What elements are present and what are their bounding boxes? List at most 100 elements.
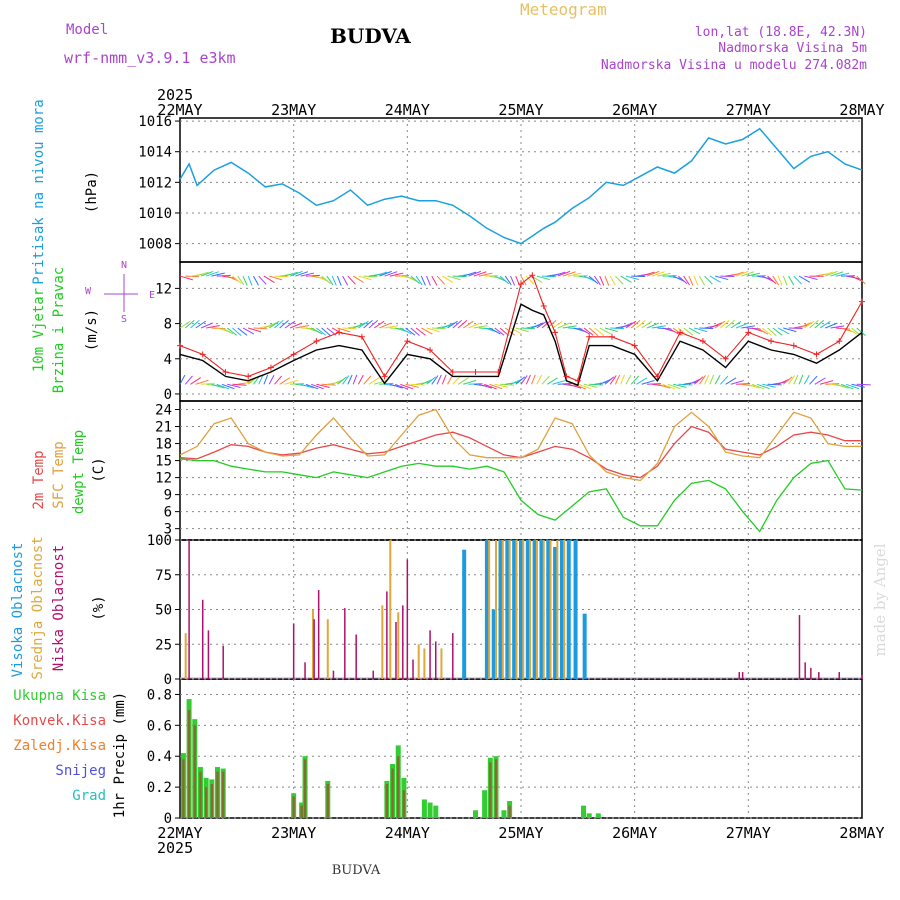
- wind-arrow: [667, 383, 681, 390]
- wind-arrow: [426, 275, 431, 286]
- wind-arrow: [657, 272, 671, 277]
- wind-arrow: [520, 327, 535, 330]
- x-tick-top-23MAY: 23MAY: [271, 101, 316, 119]
- precip-bar: [501, 810, 507, 818]
- wind-dir-n: N: [121, 260, 127, 271]
- wind-arrow: [295, 271, 309, 277]
- wind-arrow: [693, 376, 704, 385]
- precip-ytick-0.4: 0.4: [147, 749, 172, 765]
- precip-bar: [300, 805, 303, 818]
- wind-arrow: [499, 275, 510, 285]
- wind-arrow: [379, 270, 392, 277]
- precip-legend-3: Snijeg: [55, 763, 106, 779]
- wind-arrow: [578, 275, 593, 280]
- precip-bar: [210, 784, 214, 818]
- wind-arrow: [284, 320, 296, 329]
- x-tick-bottom-25MAY: 25MAY: [498, 824, 543, 842]
- wind-gust-marker: [859, 298, 865, 305]
- wind-arrow: [777, 275, 783, 286]
- lonlat-label: lon,lat (18.8E, 42.3N): [695, 25, 867, 40]
- wind-arrow: [756, 327, 769, 335]
- wind-arrow: [300, 272, 315, 277]
- wind-arrow: [730, 320, 742, 329]
- wind-arrow: [179, 320, 191, 329]
- wind-gust-marker: [290, 351, 297, 358]
- wind-arrow: [562, 271, 576, 277]
- wind-arrow: [856, 275, 866, 285]
- cloud-bar: [304, 662, 306, 679]
- pressure-ytick-1010: 1010: [138, 206, 172, 222]
- wind-arrow: [436, 325, 451, 329]
- wind-arrow: [300, 383, 314, 389]
- wind-arrow: [352, 322, 366, 329]
- wind-arrow: [247, 275, 253, 286]
- wind-arrow: [463, 320, 474, 329]
- wind-arrow: [698, 275, 706, 286]
- wind-gust-marker: [552, 329, 559, 336]
- x-tick-bottom-24MAY: 24MAY: [385, 824, 430, 842]
- wind-gust-marker: [836, 338, 843, 345]
- wind-arrow: [284, 271, 298, 277]
- wind-arrow: [447, 374, 453, 385]
- cloud-bar: [222, 645, 224, 679]
- wind-arrow: [719, 375, 729, 385]
- wind-ytick-8: 8: [164, 317, 172, 333]
- wind-arrow: [636, 320, 646, 329]
- precip-legend-1: Konvek.Kisa: [13, 713, 106, 729]
- wind-arrow: [856, 383, 871, 386]
- wind-arrow: [268, 320, 280, 329]
- precip-bar: [595, 813, 601, 818]
- wind-arrow: [599, 275, 605, 286]
- wind-arrow: [704, 275, 713, 285]
- wind-arrow: [652, 325, 666, 329]
- wind-arrow: [504, 275, 512, 286]
- wind-arrow: [798, 374, 804, 385]
- wind-arrow: [463, 379, 477, 385]
- wind-gust-marker: [677, 329, 684, 336]
- wind-gust-marker: [654, 373, 661, 380]
- wind-arrow: [405, 383, 419, 388]
- wind-arrow: [856, 327, 866, 337]
- cloud-bar: [423, 648, 426, 679]
- wind-arrow: [268, 374, 275, 385]
- wind-arrow: [630, 320, 641, 329]
- wind-gust-marker: [449, 368, 456, 375]
- wind-arrow: [646, 322, 660, 329]
- precip-bar: [204, 787, 208, 818]
- pressure-unit: (hPa): [84, 171, 100, 213]
- wind-arrow: [672, 275, 685, 283]
- cloud-bar: [525, 540, 530, 679]
- wind-gust-marker: [563, 373, 570, 380]
- wind-arrow: [735, 322, 749, 329]
- cloud-ytick-100: 100: [147, 533, 172, 549]
- wind-arrow: [263, 374, 269, 385]
- temp-ytick-24: 24: [155, 403, 172, 419]
- cloud-bar: [188, 540, 190, 679]
- temp-ytick-18: 18: [155, 437, 172, 453]
- cloud-bar: [372, 670, 374, 679]
- wind-dir-w: W: [85, 286, 92, 297]
- wind-arrow: [316, 383, 330, 388]
- wind-arrow: [830, 271, 844, 277]
- wind-arrow: [693, 327, 708, 333]
- pressure-ytick-1016: 1016: [138, 114, 172, 130]
- wind-arrow: [395, 274, 410, 277]
- precip-bar: [199, 771, 202, 818]
- wind-arrow: [541, 275, 556, 278]
- precip-ytick-0.8: 0.8: [147, 687, 172, 703]
- wind-arrow: [531, 322, 544, 329]
- wind-arrow: [741, 271, 755, 277]
- cloud-bar: [406, 559, 409, 679]
- wind-gust-marker: [631, 342, 638, 349]
- cloud-bar: [498, 540, 503, 679]
- wind-arrow: [484, 275, 499, 277]
- wind-arrow: [604, 376, 615, 385]
- wind-arrow: [557, 270, 571, 277]
- cloud-bar: [317, 590, 320, 679]
- temp-unit: (C): [91, 457, 107, 482]
- cloud-ytick-50: 50: [155, 603, 172, 619]
- cloud-bar: [355, 634, 357, 679]
- wind-arrow: [651, 271, 665, 277]
- wind-arrow: [384, 271, 398, 277]
- wind-arrow: [494, 327, 505, 336]
